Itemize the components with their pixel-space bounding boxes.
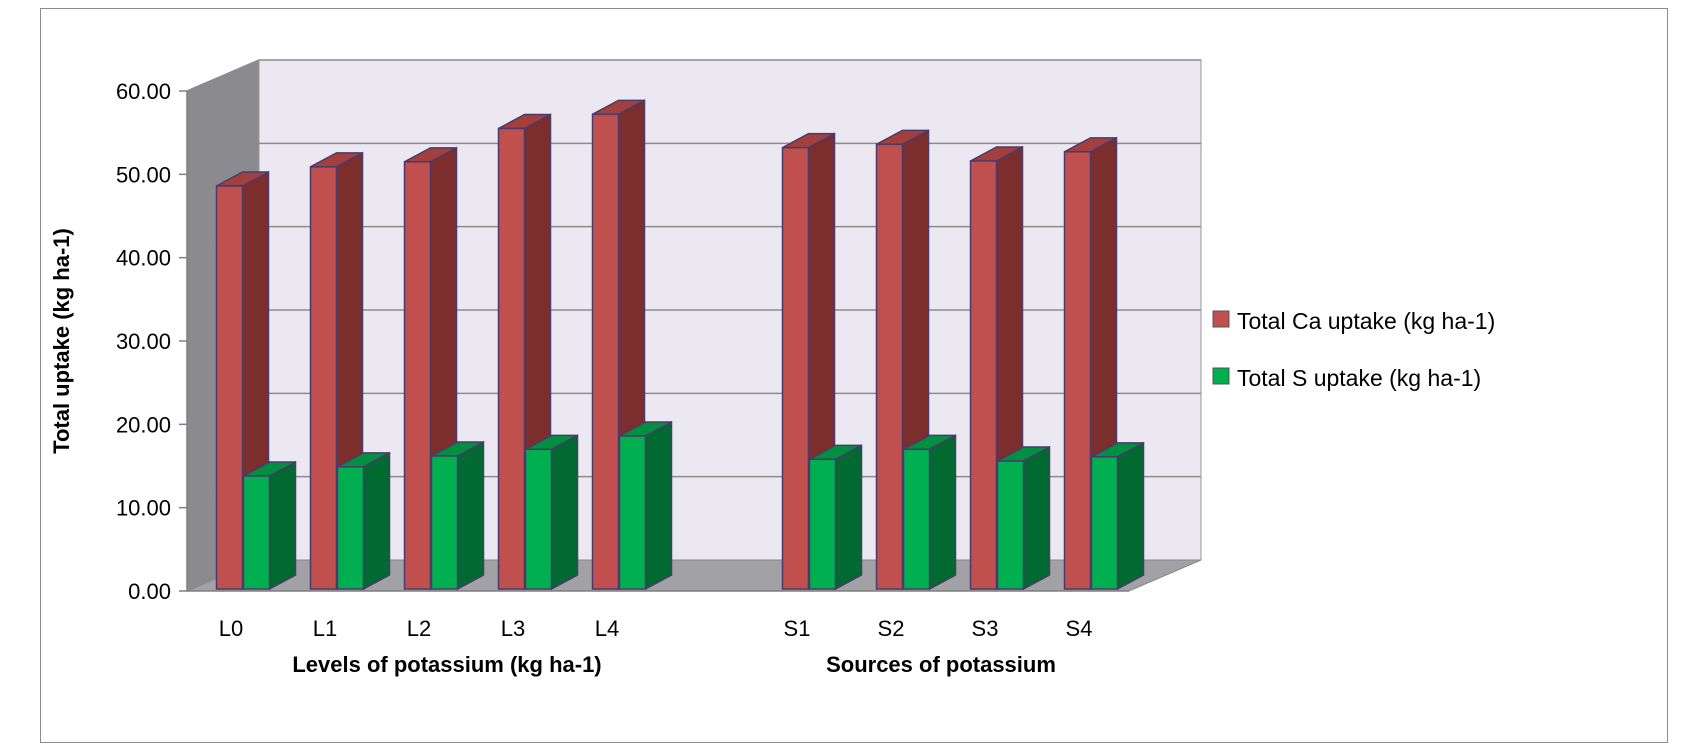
bar-s-s1-side: [834, 444, 863, 591]
bar-s-l1: [336, 451, 391, 591]
x-tick-label: L2: [407, 616, 431, 641]
y-tick-label: 20.00: [116, 412, 171, 437]
bar-ca-s2-front: [875, 143, 904, 590]
y-tick-label: 60.00: [116, 79, 171, 104]
x-tick-label: S1: [784, 616, 811, 641]
y-tick-label: 50.00: [116, 162, 171, 187]
bar-ca-l4-front: [591, 113, 620, 590]
bar-ca-l0-front: [215, 185, 244, 590]
bar-s-l1-side: [362, 451, 391, 591]
bar-s-l0-front: [242, 475, 271, 590]
y-tick-label: 40.00: [116, 246, 171, 271]
bar-s-l3: [524, 434, 579, 591]
legend-label-s: Total S uptake (kg ha-1): [1237, 365, 1481, 391]
y-tick-label: 0.00: [128, 579, 171, 604]
bar-s-l4-front: [618, 435, 647, 590]
bar-s-s3-side: [1022, 445, 1051, 591]
bar-s-s4-front: [1090, 456, 1119, 590]
bar-ca-s4-front: [1063, 151, 1092, 590]
bar-ca-l3-front: [497, 127, 526, 590]
bar-ca-l2-front: [403, 161, 432, 590]
bar-s-s3-front: [996, 460, 1025, 590]
legend: Total Ca uptake (kg ha-1) Total S uptake…: [1212, 308, 1495, 391]
x-tick-labels: L0 L1 L2 L3 L4 S1 S2 S3 S4: [219, 616, 1093, 641]
bar-s-s2-front: [902, 448, 931, 590]
x-group-title-levels: Levels of potassium (kg ha-1): [292, 652, 601, 677]
x-tick-label: S2: [878, 616, 905, 641]
legend-swatch-ca: [1212, 310, 1230, 328]
bar-ca-s1-front: [781, 146, 810, 590]
gridline-side: [186, 142, 260, 176]
legend-swatch-s: [1212, 367, 1230, 385]
bar-s-s1-front: [808, 458, 837, 590]
x-tick-label: L3: [501, 616, 525, 641]
bar-s-l4-side: [644, 420, 673, 591]
bar-s-l3-side: [550, 434, 579, 591]
bar-ca-l1-front: [309, 166, 338, 590]
x-tick-label: L1: [313, 616, 337, 641]
y-tick-labels: 0.00 10.00 20.00 30.00 40.00 50.00 60.00: [116, 79, 187, 604]
gridline-side: [186, 59, 260, 92]
y-tick-label: 30.00: [116, 329, 171, 354]
bar-s-s2: [902, 434, 957, 591]
bar-s-l2-side: [456, 440, 485, 591]
bar-s-l2-front: [430, 455, 459, 590]
x-tick-label: L0: [219, 616, 243, 641]
bar-s-s1: [808, 444, 863, 591]
x-group-title-sources: Sources of potassium: [826, 652, 1056, 677]
bar-s-l0-side: [268, 460, 297, 591]
bar-s-s2-side: [928, 434, 957, 591]
x-tick-label: S3: [972, 616, 999, 641]
bar-s-l2: [430, 440, 485, 591]
bar-s-l0: [242, 460, 297, 591]
bar-s-s4: [1090, 441, 1145, 591]
x-tick-label: S4: [1066, 616, 1093, 641]
x-tick-label: L4: [595, 616, 619, 641]
bar-s-l3-front: [524, 448, 553, 590]
bar-s-l1-front: [336, 466, 365, 590]
chart-frame: 0.00 10.00 20.00 30.00 40.00 50.00 60.00 L0 L1 L…: [40, 8, 1668, 743]
y-tick-label: 10.00: [116, 496, 171, 521]
legend-label-ca: Total Ca uptake (kg ha-1): [1237, 308, 1495, 334]
bar-s-s3: [996, 445, 1051, 591]
bar-ca-s3-front: [969, 160, 998, 590]
bar-s-l4: [618, 420, 673, 591]
y-axis-title: Total uptake (kg ha-1): [49, 228, 74, 454]
bar-s-s4-side: [1116, 441, 1145, 591]
bars: [215, 99, 1145, 591]
